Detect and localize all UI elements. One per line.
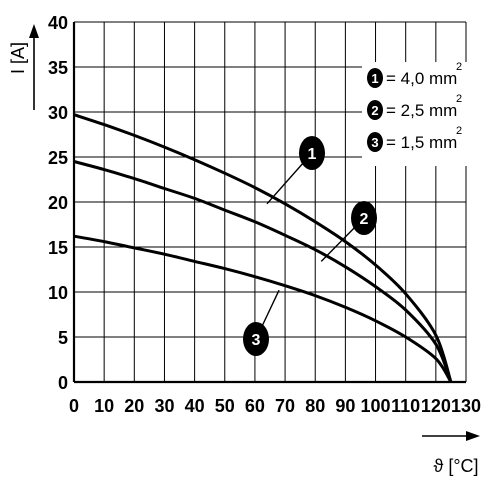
legend-badge-label: 3 <box>371 135 378 150</box>
legend-badge-1 <box>367 68 383 88</box>
x-tick-label: 110 <box>391 396 420 416</box>
x-tick-label: 90 <box>335 396 355 416</box>
x-tick-label: 30 <box>154 396 174 416</box>
legend-entry-text: = 2,5 mm <box>386 101 457 120</box>
annotation-badge-1 <box>299 136 325 170</box>
legend-badge-label: 1 <box>371 71 378 86</box>
x-tick-label: 70 <box>275 396 295 416</box>
legend-badge-label: 2 <box>371 103 378 118</box>
annotation-badge-label: 2 <box>360 211 369 228</box>
x-tick-label: 40 <box>185 396 205 416</box>
y-tick-label: 15 <box>48 238 68 258</box>
x-tick-label: 100 <box>361 396 391 416</box>
curve-3 <box>73 234 453 383</box>
annotation-badge-2 <box>351 201 377 235</box>
x-axis-label: ϑ [°C] <box>433 456 478 476</box>
legend-entry-text: = 4,0 mm <box>386 69 457 88</box>
legend-badge-2 <box>367 100 383 120</box>
legend-entry-superscript: 2 <box>456 61 462 73</box>
y-tick-label: 30 <box>48 103 68 123</box>
axes <box>72 22 466 384</box>
y-tick-label: 35 <box>48 58 68 78</box>
curve-annotations: 1 2 3 <box>243 136 377 356</box>
legend-badge-3 <box>367 132 383 152</box>
curves <box>73 113 453 383</box>
x-tick-label: 20 <box>124 396 144 416</box>
curve-2 <box>73 160 453 383</box>
annotation-badge-3 <box>243 322 269 356</box>
y-axis-arrow <box>29 24 39 110</box>
legend-entry-superscript: 2 <box>456 93 462 105</box>
legend-entry-text: = 1,5 mm <box>386 133 457 152</box>
y-tick-label: 10 <box>48 283 68 303</box>
x-tick-label: 50 <box>215 396 235 416</box>
y-tick-labels: 0 5 10 15 20 25 30 35 40 <box>48 13 68 393</box>
x-axis-arrow <box>422 431 480 441</box>
y-tick-label: 25 <box>48 148 68 168</box>
y-tick-label: 40 <box>48 13 68 33</box>
curve-1 <box>73 113 453 383</box>
x-tick-label: 130 <box>451 396 481 416</box>
y-tick-label: 0 <box>58 373 68 393</box>
legend-entry-superscript: 2 <box>456 125 462 137</box>
x-tick-label: 60 <box>245 396 265 416</box>
x-tick-label: 80 <box>305 396 325 416</box>
annotation-badge-label: 3 <box>252 332 261 349</box>
x-tick-label: 10 <box>94 396 114 416</box>
y-tick-label: 20 <box>48 193 68 213</box>
y-axis-label: I [A] <box>8 42 28 74</box>
x-tick-label: 0 <box>69 396 79 416</box>
x-tick-labels: 0 10 20 30 40 50 60 70 80 90 100 110 120 130 <box>69 396 481 416</box>
x-tick-label: 120 <box>421 396 451 416</box>
annotation-badge-label: 1 <box>308 146 317 163</box>
y-tick-label: 5 <box>58 328 68 348</box>
